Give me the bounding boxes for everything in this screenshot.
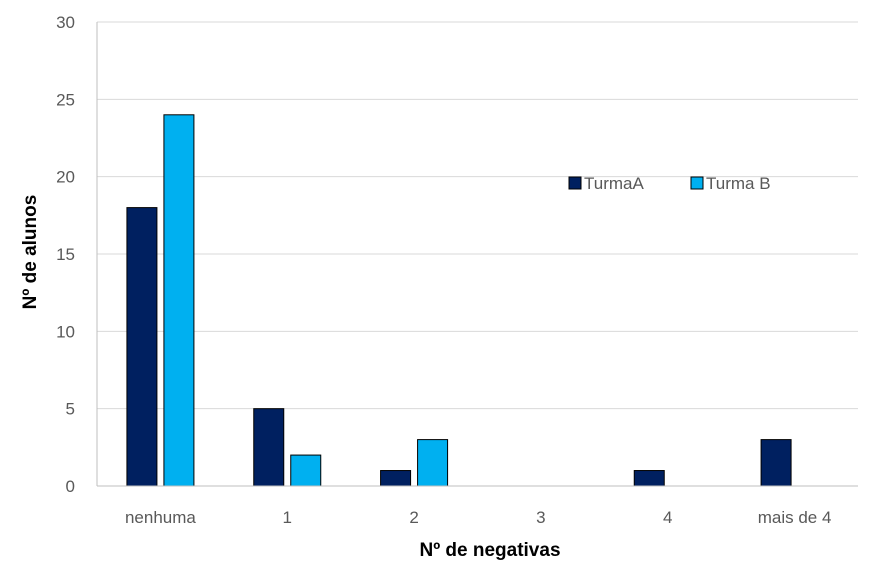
legend: TurmaA Turma B	[568, 174, 771, 193]
bar-turma-a	[760, 439, 792, 487]
bar-turma-a	[633, 470, 665, 487]
y-axis-title: Nº de alunos	[20, 195, 41, 310]
y-tick-label: 5	[66, 400, 75, 419]
y-tick-label: 30	[56, 13, 75, 32]
y-tick-label: 10	[56, 322, 75, 341]
y-tick-label: 25	[56, 90, 75, 109]
x-tick-label: 3	[536, 508, 545, 527]
legend-label: Turma B	[706, 174, 771, 193]
x-tick-label: nenhuma	[125, 508, 196, 527]
bars	[126, 114, 792, 487]
bar-turma-a	[253, 408, 285, 487]
y-tick-label: 0	[66, 477, 75, 496]
x-axis-title: Nº de negativas	[419, 540, 560, 561]
x-axis-ticks: nenhuma 1 2 3 4 mais de 4	[125, 508, 831, 527]
x-tick-label: 2	[409, 508, 418, 527]
x-tick-label: 1	[283, 508, 292, 527]
bar-turma-b	[290, 454, 322, 487]
bar-turma-b	[417, 439, 449, 487]
legend-label: TurmaA	[584, 174, 644, 193]
gridlines	[97, 21, 858, 410]
bar-turma-a	[126, 207, 158, 487]
legend-swatch	[568, 176, 582, 190]
y-tick-label: 20	[56, 168, 75, 187]
bar-turma-b	[163, 114, 195, 487]
y-tick-label: 15	[56, 245, 75, 264]
x-tick-label: 4	[663, 508, 672, 527]
legend-swatch	[690, 176, 704, 190]
bar-turma-a	[380, 470, 412, 487]
x-tick-label: mais de 4	[758, 508, 832, 527]
y-axis-ticks: 0 5 10 15 20 25 30	[56, 13, 75, 496]
